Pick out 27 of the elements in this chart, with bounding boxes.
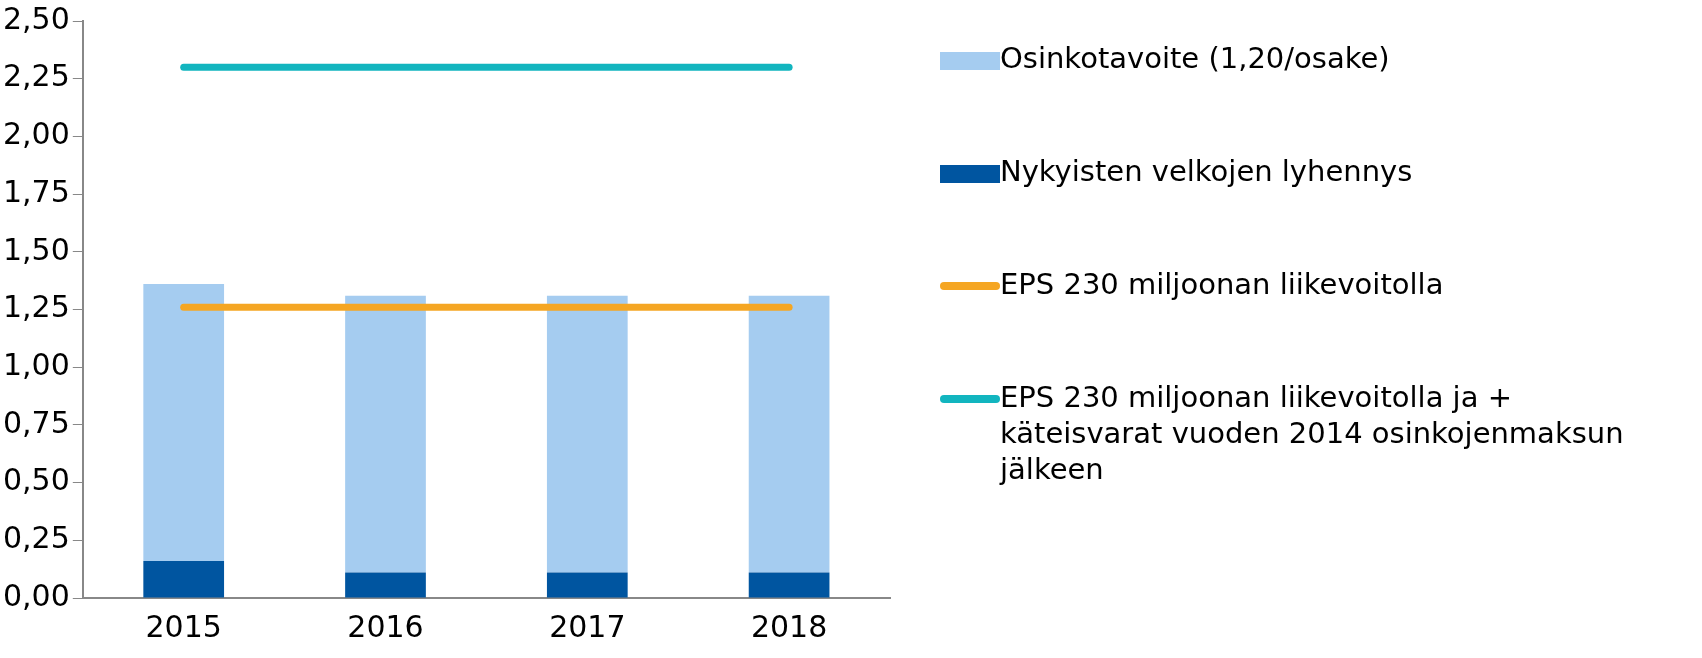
- bar: [546, 295, 628, 573]
- bar: [748, 572, 830, 598]
- x-tick-label: 2018: [750, 608, 828, 644]
- y-tick-label: 1,50: [3, 231, 70, 267]
- bar: [546, 572, 628, 598]
- bar: [143, 561, 225, 598]
- y-tick-label: 0,50: [3, 462, 70, 498]
- y-tick-label: 0,25: [3, 520, 70, 556]
- y-tick-label: 1,25: [3, 289, 70, 325]
- x-tick-label: 2015: [145, 608, 222, 644]
- bar: [345, 295, 426, 573]
- x-tick-label: 2016: [347, 608, 424, 644]
- legend-label: Nykyisten velkojen lyhennys: [1000, 153, 1413, 189]
- x-tick-label: 2017: [549, 608, 626, 644]
- y-tick-label: 0,00: [3, 577, 70, 613]
- bar: [143, 284, 225, 562]
- y-tick-label: 2,50: [3, 0, 70, 36]
- bar: [345, 572, 426, 598]
- legend-label: EPS 230 miljoonan liikevoitolla: [1000, 266, 1444, 302]
- legend-label: Osinkotavoite (1,20/osake): [1000, 40, 1390, 76]
- bar: [748, 295, 830, 573]
- y-tick-label: 2,25: [3, 58, 70, 94]
- y-tick-label: 2,00: [3, 116, 70, 152]
- y-tick-label: 0,75: [3, 404, 70, 440]
- legend-label: EPS 230 miljoonan liikevoitolla ja + käteisvarat vuoden 2014 osinkojenmaksun jälkeen: [1000, 379, 1625, 487]
- y-tick-label: 1,00: [3, 347, 70, 382]
- y-tick-label: 1,75: [3, 173, 70, 209]
